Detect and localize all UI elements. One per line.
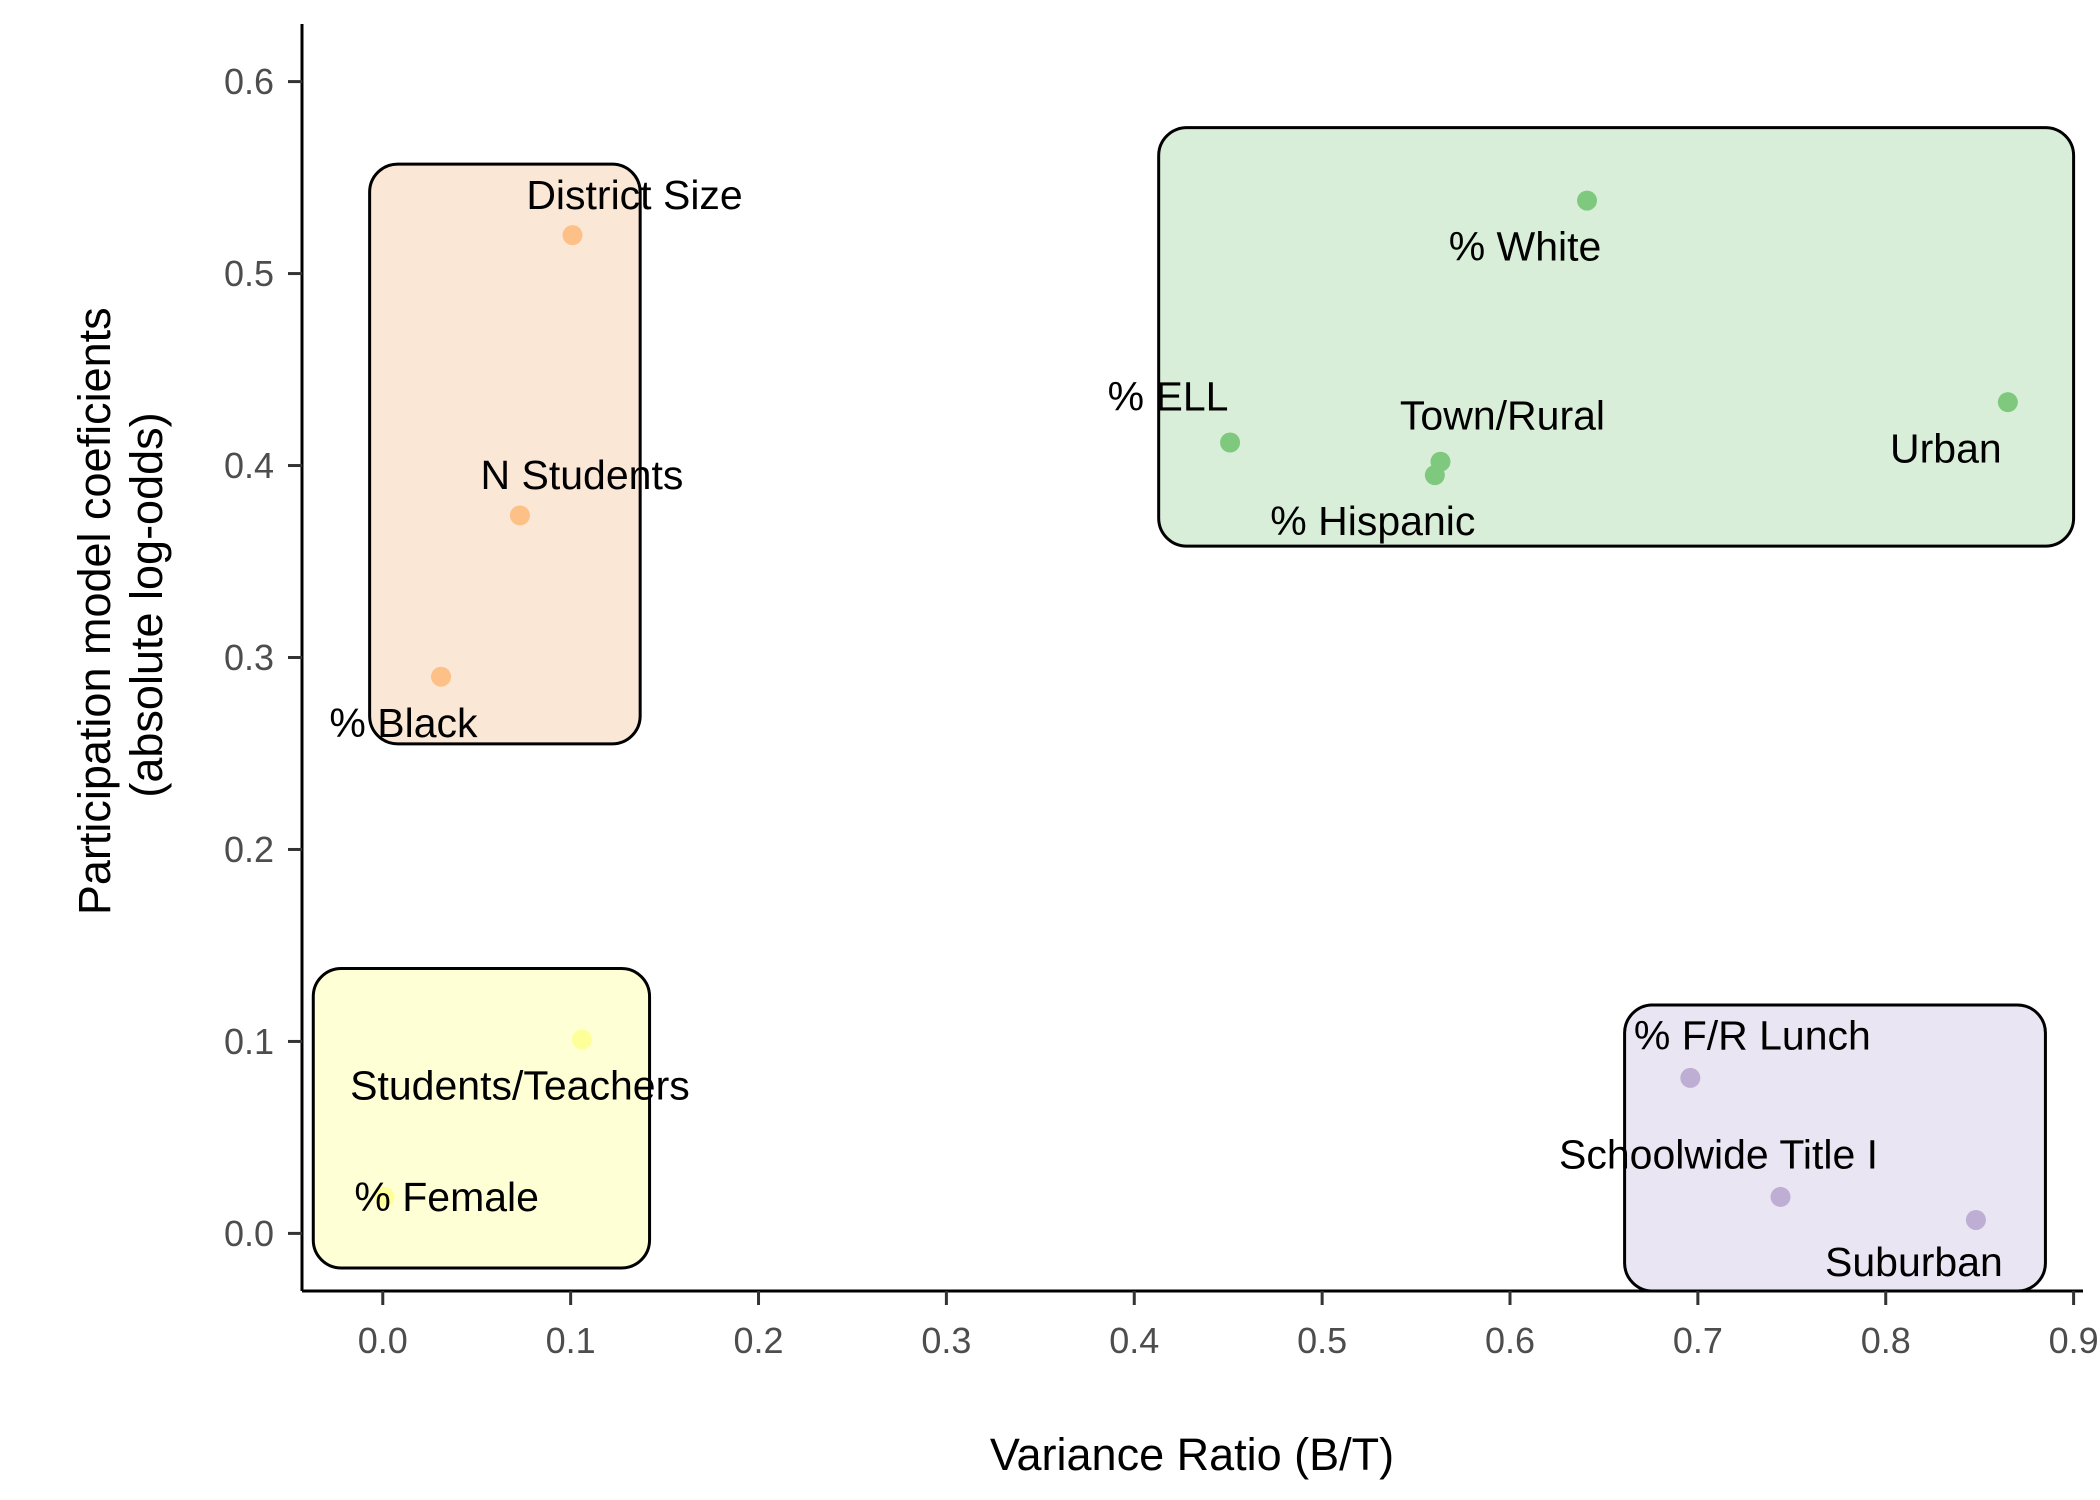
point-label-pct-f-r-lunch: % F/R Lunch	[1634, 1013, 1871, 1059]
cluster-box	[1157, 126, 2076, 548]
y-tick-label: 0.3	[224, 637, 274, 678]
y-axis-title: Participation model coeficients (absolut…	[69, 295, 172, 915]
x-axis-title: Variance Ratio (B/T)	[990, 1429, 1394, 1480]
point-label-urban: Urban	[1890, 425, 2002, 471]
x-tick-label: 0.7	[1673, 1320, 1723, 1361]
cluster-box	[311, 966, 652, 1270]
point-label-pct-hispanic: % Hispanic	[1270, 498, 1475, 544]
point-label-pct-white: % White	[1449, 224, 1602, 270]
y-tick-label: 0.1	[224, 1021, 274, 1062]
y-axis-title-line-1: Participation model coeficients	[69, 307, 120, 915]
point-label-suburban: Suburban	[1825, 1239, 2003, 1285]
x-tick-label: 0.0	[358, 1320, 408, 1361]
point-label-schoolwide-title-i: Schoolwide Title I	[1559, 1132, 1878, 1178]
cluster-box	[368, 162, 642, 746]
point-label-pct-female: % Female	[354, 1174, 539, 1220]
x-tick-label: 0.1	[546, 1320, 596, 1361]
y-tick-label: 0.6	[224, 61, 274, 102]
data-point-schoolwide-title-i	[1770, 1186, 1791, 1207]
point-labels: District Size N Students % Black % White % E…	[329, 172, 2002, 1285]
data-point-suburban	[1965, 1209, 1986, 1230]
x-tick-label: 0.5	[1297, 1320, 1347, 1361]
point-label-students-teachers: Students/Teachers	[350, 1063, 690, 1109]
y-axis-title-line-2: (absolute log-odds)	[121, 412, 172, 797]
data-point-pct-hispanic	[1424, 465, 1445, 486]
point-label-n-students: N Students	[481, 452, 684, 498]
data-point-pct-female	[374, 1186, 395, 1207]
point-label-town-rural: Town/Rural	[1400, 393, 1605, 439]
x-tick-label: 0.2	[733, 1320, 783, 1361]
y-tick-label: 0.2	[224, 829, 274, 870]
x-tick-label: 0.9	[2049, 1320, 2099, 1361]
point-label-district-size: District Size	[526, 172, 742, 218]
y-tick-label: 0.5	[224, 253, 274, 294]
x-tick-label: 0.8	[1861, 1320, 1911, 1361]
x-ticks: 0.0 0.1 0.2 0.3 0.4 0.5 0.6 0.7 0.8 0.9	[358, 1291, 2099, 1361]
data-points	[374, 190, 2018, 1230]
data-point-pct-white	[1577, 190, 1598, 211]
y-tick-label: 0.0	[224, 1213, 274, 1254]
data-point-district-size	[562, 225, 583, 246]
data-point-pct-black	[431, 666, 452, 687]
y-tick-label: 0.4	[224, 445, 274, 486]
x-tick-label: 0.6	[1485, 1320, 1535, 1361]
point-label-pct-ell: % ELL	[1108, 373, 1229, 419]
data-point-urban	[1997, 392, 2018, 413]
data-point-n-students	[509, 505, 530, 526]
data-point-students-teachers	[571, 1029, 592, 1050]
data-point-pct-f-r-lunch	[1680, 1067, 1701, 1088]
x-tick-label: 0.4	[1109, 1320, 1159, 1361]
x-tick-label: 0.3	[921, 1320, 971, 1361]
cluster-boxes	[311, 126, 2076, 1293]
point-label-pct-black: % Black	[329, 700, 478, 746]
y-ticks: 0.0 0.1 0.2 0.3 0.4 0.5 0.6	[224, 61, 302, 1254]
data-point-pct-ell	[1220, 432, 1241, 453]
